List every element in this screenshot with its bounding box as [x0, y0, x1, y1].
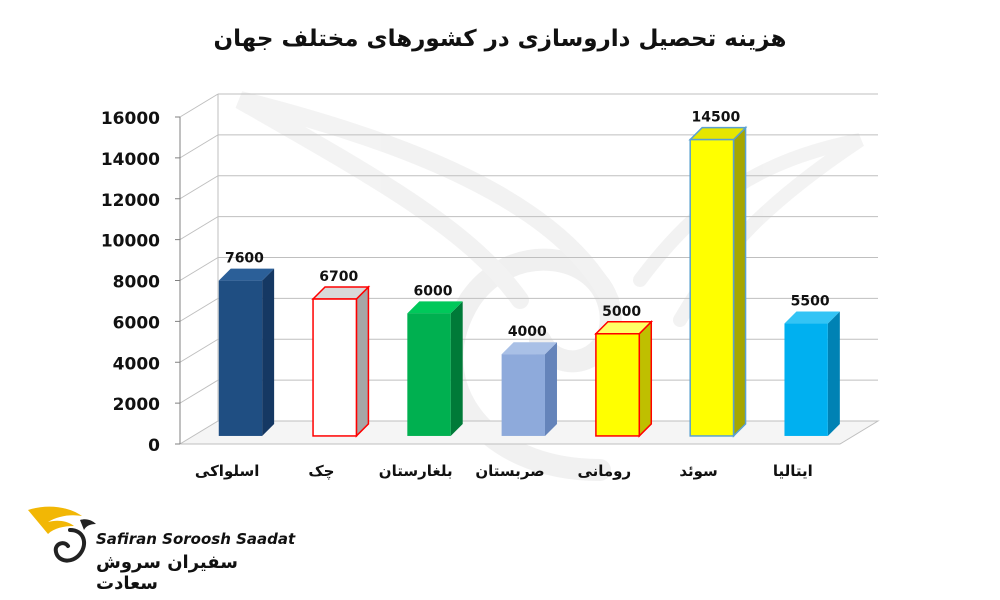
gridline-side: [179, 216, 219, 241]
data-label: 6700: [319, 269, 358, 285]
gridline-side: [179, 257, 219, 281]
bar: [689, 138, 735, 437]
y-tick-label: 4000: [113, 354, 160, 374]
data-label: 6000: [414, 283, 453, 299]
data-label: 7600: [225, 251, 264, 267]
bar: [312, 298, 358, 437]
gridline-side: [179, 134, 219, 159]
bar-side: [638, 319, 653, 438]
gridline-side: [179, 175, 219, 200]
x-tick-label: چک: [308, 462, 334, 481]
y-tick-label: 6000: [113, 313, 160, 333]
data-label: 14500: [692, 110, 741, 126]
brand-name-latin: Safiran Soroosh Saadat: [96, 530, 296, 548]
bar-top: [407, 301, 463, 314]
gridline-side: [179, 379, 219, 404]
gridline-side: [179, 93, 219, 118]
data-label: 4000: [508, 324, 547, 340]
x-tick-label: ایتالیا: [773, 462, 813, 480]
bar-top: [501, 342, 557, 355]
bar-top: [784, 311, 840, 324]
y-tick-label: 12000: [101, 191, 160, 211]
bar: [407, 313, 451, 436]
bar: [595, 333, 641, 437]
y-tick-label: 2000: [113, 395, 160, 415]
y-tick-label: 8000: [113, 273, 160, 293]
bar: [784, 323, 828, 436]
x-tick-label: صربستان: [475, 462, 544, 480]
gridline-side: [179, 297, 219, 322]
data-label: 5500: [791, 294, 830, 310]
bar: [218, 280, 263, 436]
y-tick-label: 10000: [101, 232, 160, 252]
brand-logo: Safiran Soroosh Saadat سفیران سروش سعادت: [22, 496, 312, 594]
data-label: 5000: [602, 304, 641, 320]
bar-side: [827, 311, 840, 436]
swan-logo-icon: [28, 506, 96, 563]
x-tick-label: اسلواکی: [195, 462, 259, 480]
y-tick-label: 0: [148, 436, 160, 456]
y-tick-label: 16000: [101, 109, 160, 129]
bar-side: [450, 301, 463, 436]
bar-side: [732, 125, 747, 438]
chart-title: هزینه تحصیل داروسازی در کشورهای مختلف جه…: [213, 26, 787, 52]
brand-name-persian: سفیران سروش سعادت: [96, 552, 238, 594]
y-tick-label: 14000: [101, 150, 160, 170]
bar: [501, 354, 545, 436]
gridline-side: [179, 338, 219, 363]
bar-side: [355, 285, 370, 438]
x-tick-label: بلغارستان: [379, 462, 453, 480]
x-tick-label: رومانی: [577, 462, 631, 480]
x-tick-label: سوئد: [679, 462, 717, 480]
bar-top: [218, 268, 275, 281]
bar-side: [262, 268, 275, 436]
bar-side: [544, 342, 557, 436]
